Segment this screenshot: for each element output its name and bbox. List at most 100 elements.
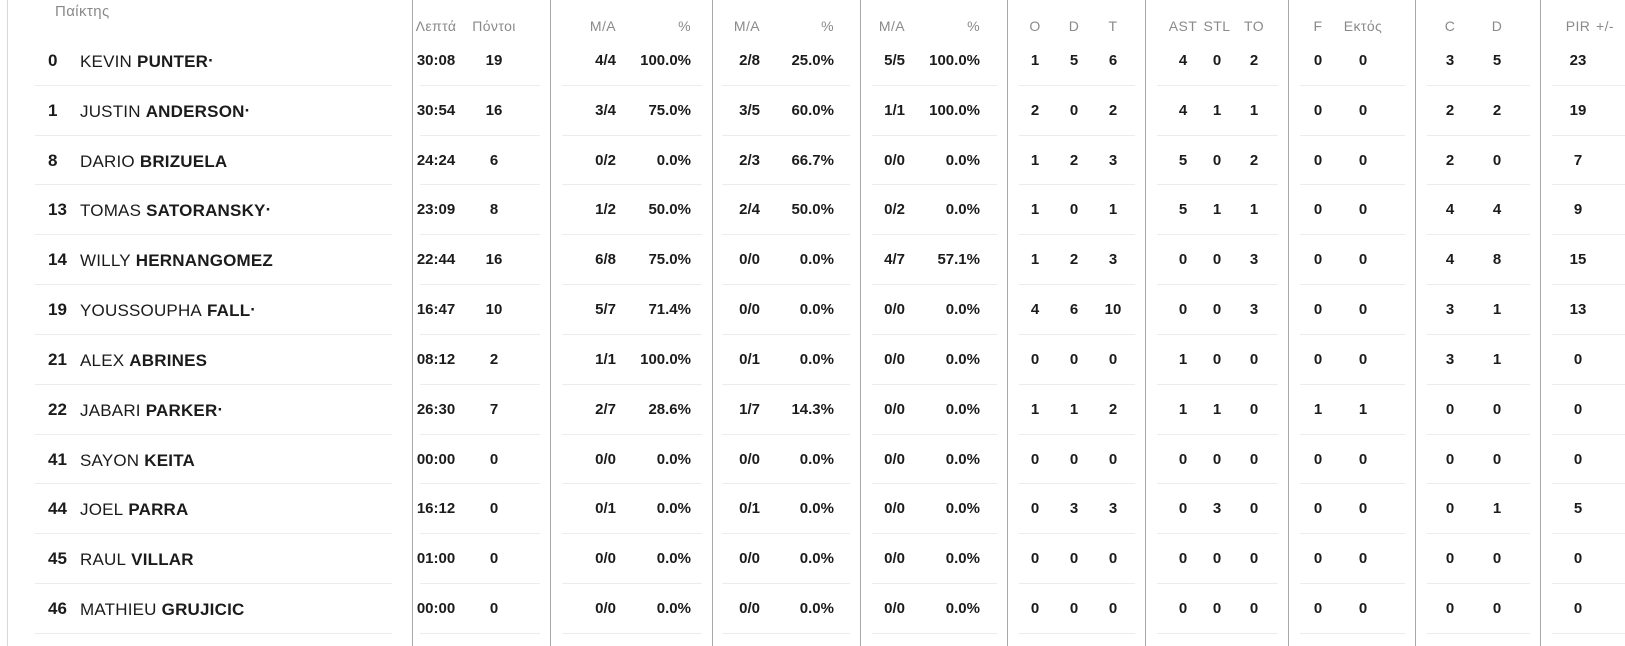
player-name[interactable]: JOEL PARRA — [80, 484, 408, 534]
row-separator — [420, 134, 540, 136]
player-row[interactable]: 22 JABARI PARKER· 26:30 7 2/7 28.6% 1/7 1… — [0, 385, 1625, 435]
c-stat-cell: 3 — [1445, 301, 1455, 319]
player-row[interactable]: 13 TOMAS SATORANSKY· 23:09 8 1/2 50.0% 2/… — [0, 185, 1625, 236]
points-cell: 0 — [489, 500, 499, 518]
player-name[interactable]: JUSTIN ANDERSON· — [80, 86, 408, 136]
row-separator — [35, 383, 392, 385]
ft-percentage-cell: 0.0% — [945, 201, 980, 219]
row-separator — [1552, 583, 1625, 585]
c-stat-cell: 2 — [1445, 101, 1455, 119]
player-first-name: JABARI — [80, 400, 141, 420]
column-divider — [1007, 0, 1008, 646]
player-last-name: PUNTER — [137, 52, 209, 71]
player-row[interactable]: 41 SAYON KEITA 00:00 0 0/0 0.0% 0/0 0.0% … — [0, 435, 1625, 485]
row-separator — [722, 284, 850, 286]
player-row[interactable]: 45 RAUL VILLAR 01:00 0 0/0 0.0% 0/0 0.0% … — [0, 534, 1625, 585]
ft-made-attempted-cell: 0/0 — [884, 350, 905, 368]
player-name[interactable]: RAUL VILLAR — [80, 534, 408, 584]
3pt-made-attempted-cell: 0/0 — [739, 251, 760, 269]
defensive-rebounds-cell: 0 — [1069, 550, 1079, 568]
row-separator — [1552, 184, 1625, 186]
row-separator — [1157, 333, 1278, 335]
column-divider — [712, 0, 713, 646]
column-divider — [860, 0, 861, 646]
player-row[interactable]: 44 JOEL PARRA 16:12 0 0/1 0.0% 0/1 0.0% 0… — [0, 484, 1625, 535]
d-stat-cell: 1 — [1492, 350, 1502, 368]
player-name[interactable]: DARIO BRIZUELA — [80, 136, 408, 186]
row-separator — [420, 84, 540, 86]
row-separator — [1019, 333, 1135, 335]
2pt-made-attempted-cell: 3/4 — [595, 101, 616, 119]
player-row[interactable]: 1 JUSTIN ANDERSON· 30:54 16 3/4 75.0% 3/5… — [0, 86, 1625, 136]
row-separator — [1427, 583, 1530, 585]
player-row[interactable]: 14 WILLY HERNANGOMEZ 22:44 16 6/8 75.0% 0… — [0, 235, 1625, 286]
column-divider — [412, 0, 413, 646]
minutes-cell: 01:00 — [416, 550, 456, 568]
total-rebounds-cell: 3 — [1108, 500, 1118, 518]
defensive-rebounds-cell: 0 — [1069, 101, 1079, 119]
player-name[interactable]: ALEX ABRINES — [80, 335, 408, 385]
row-separator — [1019, 383, 1135, 385]
row-separator — [872, 483, 997, 485]
row-separator — [1157, 284, 1278, 286]
row-separator — [420, 533, 540, 535]
player-number: 44 — [48, 499, 67, 519]
row-separator — [1157, 234, 1278, 236]
player-row[interactable]: 8 DARIO BRIZUELA 24:24 6 0/2 0.0% 2/3 66.… — [0, 136, 1625, 186]
row-separator — [1552, 234, 1625, 236]
2pt-made-attempted-header: M/A — [589, 18, 616, 34]
defensive-rebounds-cell: 0 — [1069, 201, 1079, 219]
d-stat-cell: 8 — [1492, 251, 1502, 269]
row-separator — [1552, 632, 1625, 634]
total-rebounds-cell: 2 — [1108, 101, 1118, 119]
player-name[interactable]: SAYON KEITA — [80, 435, 408, 485]
fouls-cell: 0 — [1313, 151, 1323, 169]
player-name[interactable]: KEVIN PUNTER· — [80, 36, 408, 86]
player-name[interactable]: MATHIEU GRUJICIC — [80, 584, 408, 634]
d-stat-cell: 4 — [1492, 201, 1502, 219]
2pt-made-attempted-cell: 6/8 — [595, 251, 616, 269]
total-rebounds-cell: 6 — [1108, 52, 1118, 69]
player-name[interactable]: JABARI PARKER· — [80, 385, 408, 435]
player-name[interactable]: WILLY HERNANGOMEZ — [80, 235, 408, 285]
row-separator — [1157, 184, 1278, 186]
fouls-cell: 0 — [1313, 201, 1323, 219]
row-separator — [562, 483, 702, 485]
row-separator — [1552, 333, 1625, 335]
player-last-name: SATORANSKY — [146, 201, 266, 221]
d-stat-cell: 1 — [1492, 301, 1502, 319]
row-separator — [1300, 533, 1405, 535]
total-rebounds-header: T — [1108, 18, 1118, 34]
row-separator — [722, 533, 850, 535]
player-row[interactable]: 46 MATHIEU GRUJICIC 00:00 0 0/0 0.0% 0/0 … — [0, 584, 1625, 634]
player-row[interactable]: 21 ALEX ABRINES 08:12 2 1/1 100.0% 0/1 0.… — [0, 335, 1625, 385]
2pt-made-attempted-cell: 0/1 — [595, 500, 616, 518]
player-number: 21 — [48, 349, 67, 369]
d-stat-cell: 5 — [1492, 52, 1502, 69]
ft-made-attempted-cell: 0/0 — [884, 301, 905, 319]
row-separator — [420, 184, 540, 186]
row-separator — [872, 333, 997, 335]
player-last-name: ANDERSON — [145, 101, 245, 121]
player-column-header: Παίκτης — [55, 3, 110, 20]
pir-cell: 0 — [1573, 550, 1583, 568]
row-separator — [722, 134, 850, 136]
player-number: 1 — [48, 100, 58, 120]
c-stat-cell: 3 — [1445, 52, 1455, 69]
defensive-rebounds-cell: 0 — [1069, 600, 1079, 618]
row-separator — [562, 134, 702, 136]
player-row[interactable]: 0 KEVIN PUNTER· 30:08 19 4/4 100.0% 2/8 2… — [0, 36, 1625, 86]
3pt-made-attempted-cell: 0/1 — [739, 500, 760, 518]
player-number: 0 — [48, 51, 58, 70]
steals-cell: 0 — [1212, 550, 1222, 568]
row-separator — [1019, 433, 1135, 435]
player-row[interactable]: 19 YOUSSOUPHA FALL· 16:47 10 5/7 71.4% 0/… — [0, 285, 1625, 335]
steals-cell: 0 — [1212, 450, 1222, 468]
column-divider — [1540, 0, 1541, 646]
c-stat-cell: 0 — [1445, 550, 1455, 568]
player-name[interactable]: YOUSSOUPHA FALL· — [80, 285, 408, 335]
player-last-name: KEITA — [144, 450, 196, 470]
plus-minus-header: +/- — [1596, 18, 1614, 34]
row-separator — [1019, 483, 1135, 485]
player-name[interactable]: TOMAS SATORANSKY· — [80, 185, 408, 235]
